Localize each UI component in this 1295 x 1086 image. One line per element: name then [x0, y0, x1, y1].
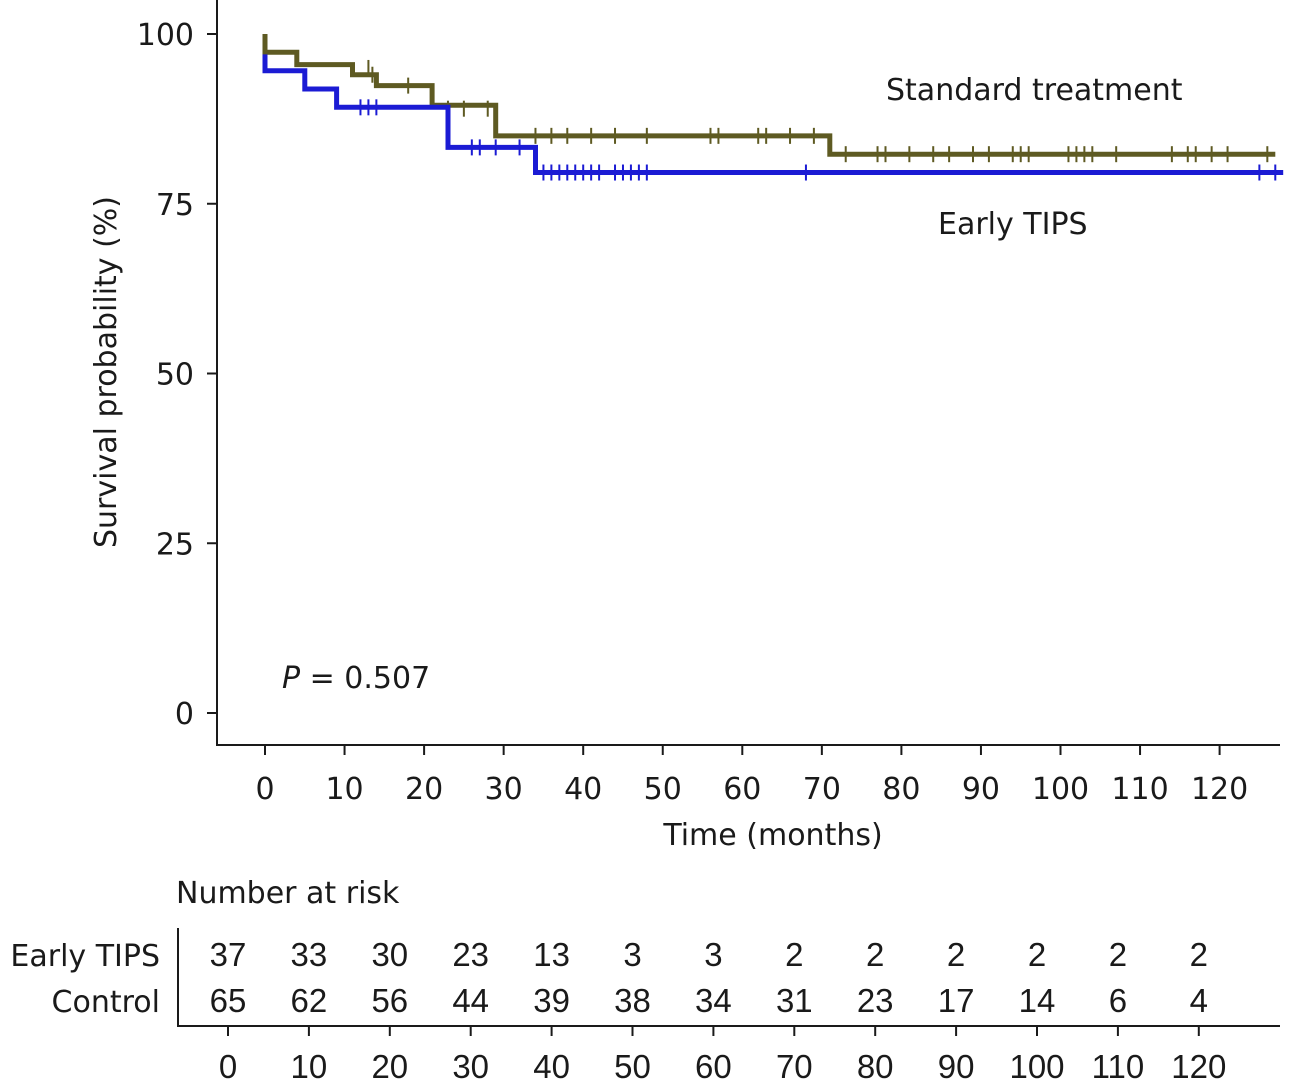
- risk-count: 30: [371, 936, 408, 973]
- risk-count: 23: [452, 936, 489, 973]
- p-value-text: = 0.507: [300, 661, 430, 696]
- risk-x-tick-label: 70: [776, 1048, 813, 1085]
- y-tick-label: 25: [156, 527, 194, 562]
- risk-x-tick-label: 50: [614, 1048, 651, 1085]
- x-tick-label: 0: [255, 772, 274, 807]
- risk-count: 37: [210, 936, 247, 973]
- x-tick-label: 10: [325, 772, 363, 807]
- main-axes: [216, 0, 1280, 746]
- risk-x-tick-label: 90: [938, 1048, 975, 1085]
- x-tick-label: 80: [882, 772, 920, 807]
- y-tick-label: 50: [156, 358, 194, 393]
- risk-row-label: Control: [52, 985, 160, 1020]
- x-tick-label: 30: [485, 772, 523, 807]
- y-tick-label: 100: [137, 18, 194, 53]
- risk-count: 2: [785, 936, 803, 973]
- risk-table-x-axis: 0 10 20 30 40 50 60 70 80 90 100 110 120: [219, 1026, 1226, 1085]
- y-axis-label: Survival probability (%): [89, 196, 124, 548]
- y-axis-ticks: 0 25 50 75 100: [137, 18, 217, 732]
- risk-count: 14: [1019, 982, 1056, 1019]
- p-value-annotation: P = 0.507: [282, 661, 430, 696]
- y-tick-label: 75: [156, 188, 194, 223]
- risk-count: 33: [291, 936, 328, 973]
- risk-count: 44: [452, 982, 489, 1019]
- label-standard-treatment: Standard treatment: [886, 73, 1183, 108]
- x-tick-label: 120: [1191, 772, 1248, 807]
- series-standard-treatment: [262, 34, 1276, 163]
- risk-count: 23: [857, 982, 894, 1019]
- x-tick-label: 20: [405, 772, 443, 807]
- risk-count: 2: [1190, 936, 1208, 973]
- p-value-symbol: P: [282, 661, 301, 696]
- risk-count: 3: [623, 936, 641, 973]
- risk-x-tick-label: 20: [371, 1048, 408, 1085]
- risk-count: 2: [1028, 936, 1046, 973]
- risk-table-axes: [177, 928, 1280, 1027]
- risk-table-title: Number at risk: [176, 876, 400, 911]
- risk-count: 34: [695, 982, 732, 1019]
- x-tick-label: 100: [1032, 772, 1089, 807]
- y-tick-label: 0: [175, 697, 194, 732]
- risk-x-tick-label: 10: [291, 1048, 328, 1085]
- x-tick-label: 90: [962, 772, 1000, 807]
- risk-count: 17: [938, 982, 975, 1019]
- risk-x-tick-label: 100: [1009, 1048, 1064, 1085]
- risk-count: 13: [533, 936, 570, 973]
- risk-x-tick-label: 120: [1171, 1048, 1226, 1085]
- label-early-tips: Early TIPS: [938, 207, 1088, 242]
- risk-count: 38: [614, 982, 651, 1019]
- risk-count: 62: [291, 982, 328, 1019]
- x-axis-ticks: 0 10 20 30 40 50 60 70 80 90 100 110 120: [255, 745, 1248, 807]
- risk-count: 3: [704, 936, 722, 973]
- risk-x-tick-label: 40: [533, 1048, 570, 1085]
- risk-count: 2: [1109, 936, 1127, 973]
- x-tick-label: 50: [644, 772, 682, 807]
- risk-count: 6: [1109, 982, 1127, 1019]
- survival-curves: [262, 34, 1284, 181]
- risk-count: 31: [776, 982, 813, 1019]
- risk-x-tick-label: 0: [219, 1048, 237, 1085]
- risk-count: 2: [866, 936, 884, 973]
- risk-x-tick-label: 110: [1092, 1048, 1145, 1085]
- risk-count: 65: [210, 982, 247, 1019]
- x-tick-label: 110: [1111, 772, 1168, 807]
- risk-x-tick-label: 80: [857, 1048, 894, 1085]
- risk-x-tick-label: 30: [452, 1048, 489, 1085]
- risk-count: 56: [371, 982, 408, 1019]
- x-tick-label: 40: [564, 772, 602, 807]
- series-early-tips: [262, 54, 1284, 181]
- survival-curve-line: [262, 54, 1284, 175]
- x-tick-label: 60: [723, 772, 761, 807]
- x-axis-label: Time (months): [662, 818, 882, 853]
- risk-count: 4: [1190, 982, 1208, 1019]
- risk-x-tick-label: 60: [695, 1048, 732, 1085]
- x-tick-label: 70: [803, 772, 841, 807]
- risk-count: 2: [947, 936, 965, 973]
- risk-row-label: Early TIPS: [10, 939, 160, 974]
- risk-count: 39: [533, 982, 570, 1019]
